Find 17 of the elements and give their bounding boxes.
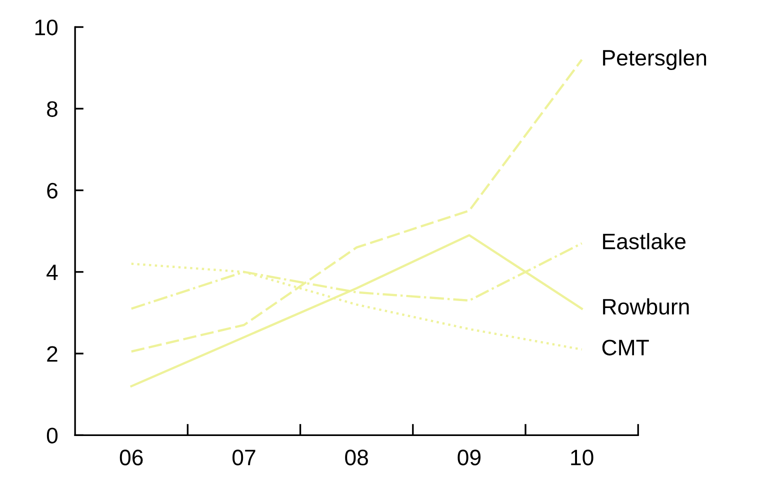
series-label: CMT xyxy=(602,340,649,356)
x-tick-label: 09 xyxy=(458,450,481,466)
y-tick-label: 0 xyxy=(46,428,58,444)
y-tick-label: 4 xyxy=(46,264,58,280)
series-label: Petersglen xyxy=(603,49,706,70)
x-tick-label: 06 xyxy=(120,450,143,466)
series-label: Rowburn xyxy=(603,298,689,315)
series-label: Eastlake xyxy=(603,233,686,250)
y-tick-label: 6 xyxy=(47,182,58,199)
y-tick-label: 8 xyxy=(47,101,58,117)
x-tick-label: 10 xyxy=(571,450,594,466)
line-series xyxy=(130,58,583,353)
x-tick-label: 08 xyxy=(345,450,368,466)
y-tick-label: 10 xyxy=(35,20,58,36)
line-series xyxy=(130,234,583,388)
x-tick-label: 07 xyxy=(232,450,256,466)
y-tick-label: 2 xyxy=(47,346,58,362)
